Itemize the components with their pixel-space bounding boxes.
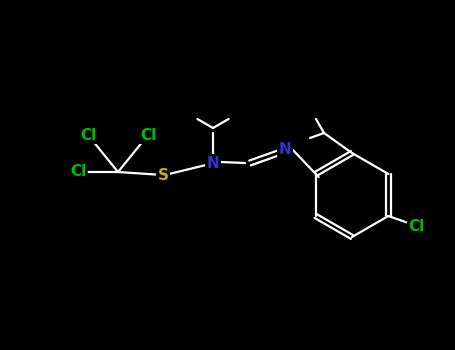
Text: N: N [207, 155, 219, 170]
Text: Cl: Cl [80, 127, 96, 142]
Text: Cl: Cl [408, 218, 425, 233]
Text: Cl: Cl [70, 164, 86, 180]
Text: S: S [157, 168, 168, 182]
Text: N: N [278, 142, 291, 158]
Text: Cl: Cl [140, 127, 156, 142]
